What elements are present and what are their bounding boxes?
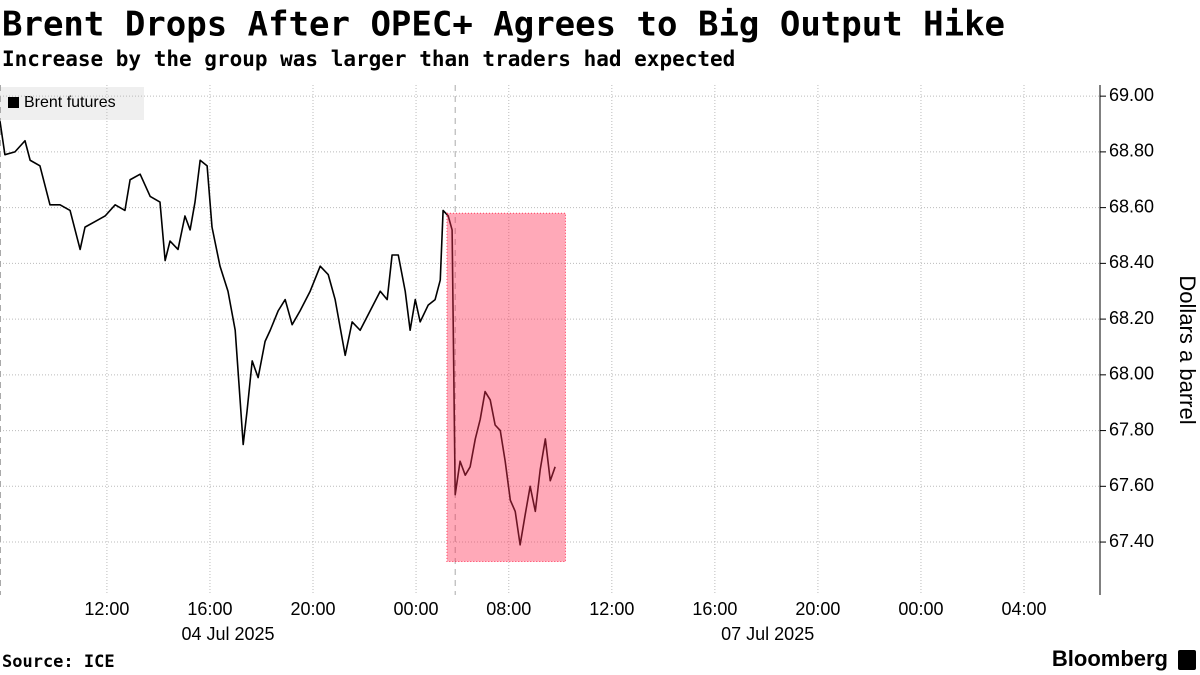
- legend-swatch: [8, 97, 19, 108]
- y-tick-label: 68.40: [1109, 252, 1154, 272]
- chart-title: Brent Drops After OPEC+ Agrees to Big Ou…: [2, 5, 1005, 45]
- date-label: 07 Jul 2025: [721, 624, 814, 644]
- y-tick-label: 67.80: [1109, 419, 1154, 439]
- legend-box: [0, 87, 144, 120]
- y-tick-label: 69.00: [1109, 85, 1154, 105]
- y-tick-label: 67.60: [1109, 475, 1154, 495]
- date-label: 04 Jul 2025: [181, 624, 274, 644]
- x-tick-label: 04:00: [1001, 599, 1046, 619]
- x-tick-label: 12:00: [589, 599, 634, 619]
- x-tick-label: 16:00: [692, 599, 737, 619]
- y-tick-label: 68.60: [1109, 196, 1154, 216]
- x-tick-label: 20:00: [290, 599, 335, 619]
- y-tick-label: 68.20: [1109, 308, 1154, 328]
- x-tick-label: 16:00: [187, 599, 232, 619]
- brand-icon: [1178, 650, 1196, 670]
- y-tick-label: 67.40: [1109, 531, 1154, 551]
- y-tick-label: 68.80: [1109, 141, 1154, 161]
- highlight-box: [446, 212, 566, 563]
- source: Source: ICE: [2, 652, 115, 672]
- legend-label: Brent futures: [24, 94, 116, 111]
- y-axis-label: Dollars a barrel: [1175, 275, 1200, 424]
- x-tick-label: 12:00: [84, 599, 129, 619]
- x-tick-label: 00:00: [898, 599, 943, 619]
- x-tick-label: 00:00: [394, 599, 439, 619]
- x-tick-label: 20:00: [795, 599, 840, 619]
- chart-subtitle: Increase by the group was larger than tr…: [2, 47, 735, 71]
- brand: Bloomberg: [1052, 646, 1168, 671]
- x-tick-label: 08:00: [486, 599, 531, 619]
- series-line: [0, 121, 556, 546]
- y-tick-label: 68.00: [1109, 364, 1154, 384]
